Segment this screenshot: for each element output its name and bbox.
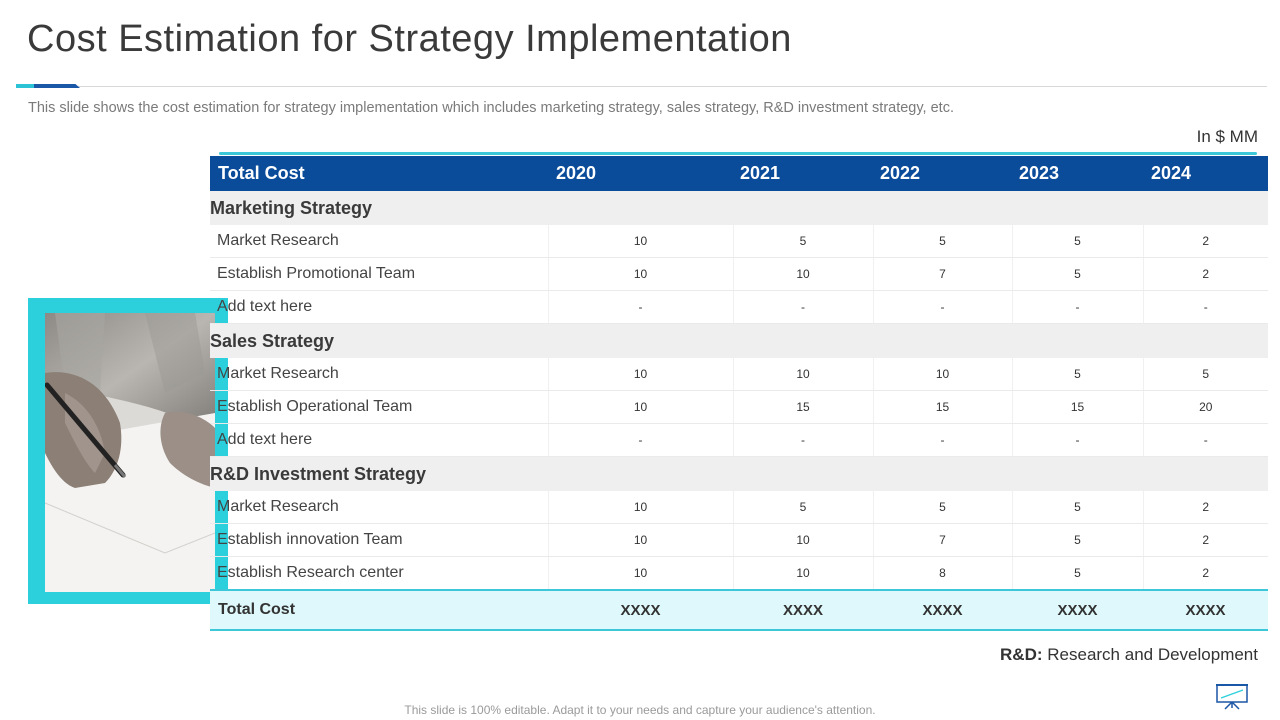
cost-cell-2021: 5	[732, 225, 873, 258]
cost-cell-2020: -	[547, 290, 733, 324]
cost-cell-2024: -	[1142, 290, 1268, 324]
cost-cell-2024: 2	[1142, 556, 1268, 591]
cost-cell-2024: -	[1142, 423, 1268, 457]
row-label: Establish Operational Team	[210, 390, 548, 424]
cost-cell-2022: 5	[872, 225, 1012, 258]
cost-cell-2024: 2	[1142, 225, 1268, 258]
cost-table: Total Cost 2020 2021 2022 2023 2024 Mark…	[210, 156, 1268, 631]
row-label: Establish Research center	[210, 556, 548, 591]
cost-cell-2022: -	[872, 423, 1012, 457]
table-header-row: Total Cost 2020 2021 2022 2023 2024	[210, 156, 1268, 191]
header-year-2024: 2024	[1143, 156, 1268, 191]
total-cell-2023: XXXX	[1012, 589, 1143, 631]
abbreviation-footnote: R&D: Research and Development	[1000, 645, 1258, 665]
section-title: Marketing Strategy	[210, 191, 1268, 225]
cost-cell-2020: 10	[547, 491, 733, 524]
header-total-cost: Total Cost	[210, 156, 548, 191]
cost-cell-2021: 10	[732, 556, 873, 591]
cost-cell-2021: 10	[732, 523, 873, 557]
cost-cell-2022: -	[872, 290, 1012, 324]
total-cell-2022: XXXX	[873, 589, 1012, 631]
row-label: Market Research	[210, 225, 548, 258]
cost-cell-2022: 5	[872, 491, 1012, 524]
cost-cell-2021: 5	[732, 491, 873, 524]
cost-cell-2020: 10	[547, 556, 733, 591]
cost-cell-2024: 5	[1142, 358, 1268, 391]
row-label: Market Research	[210, 358, 548, 391]
cost-cell-2020: 10	[547, 358, 733, 391]
header-year-2020: 2020	[548, 156, 733, 191]
table-row: Establish innovation Team 10 10 7 5 2	[210, 523, 1268, 557]
slide-description: This slide shows the cost estimation for…	[28, 100, 954, 116]
cost-cell-2022: 7	[872, 257, 1012, 291]
section-row-marketing-strategy: Marketing Strategy	[210, 191, 1268, 225]
cost-cell-2020: 10	[547, 523, 733, 557]
row-label: Establish Promotional Team	[210, 257, 548, 291]
cost-cell-2020: 10	[547, 257, 733, 291]
header-year-2021: 2021	[733, 156, 873, 191]
cost-cell-2024: 2	[1142, 257, 1268, 291]
title-accent-cyan	[16, 84, 34, 88]
section-title: Sales Strategy	[210, 323, 1268, 358]
cost-cell-2023: 5	[1011, 225, 1143, 258]
cost-cell-2020: 10	[547, 225, 733, 258]
footnote-abbr: R&D:	[1000, 645, 1043, 664]
cost-cell-2023: -	[1011, 290, 1143, 324]
row-label: Market Research	[210, 491, 548, 524]
cost-cell-2022: 8	[872, 556, 1012, 591]
section-row-r-d-investment-strategy: R&D Investment Strategy	[210, 456, 1268, 491]
row-label: Add text here	[210, 290, 548, 324]
table-row: Establish Operational Team 10 15 15 15 20	[210, 390, 1268, 424]
cost-cell-2024: 20	[1142, 390, 1268, 424]
table-row: Establish Promotional Team 10 10 7 5 2	[210, 257, 1268, 291]
total-row: Total Cost XXXX XXXX XXXX XXXX XXXX	[210, 589, 1268, 631]
header-year-2023: 2023	[1012, 156, 1143, 191]
cost-cell-2020: -	[547, 423, 733, 457]
cost-cell-2021: -	[732, 423, 873, 457]
cost-cell-2023: 5	[1011, 491, 1143, 524]
cost-cell-2021: 10	[732, 358, 873, 391]
row-label: Establish innovation Team	[210, 523, 548, 557]
row-label: Add text here	[210, 423, 548, 457]
units-label: In $ MM	[1196, 127, 1258, 146]
cost-cell-2022: 15	[872, 390, 1012, 424]
footnote-text: Research and Development	[1042, 645, 1258, 664]
total-cell-2021: XXXX	[733, 589, 873, 631]
cost-cell-2021: 15	[732, 390, 873, 424]
cost-cell-2023: 5	[1011, 358, 1143, 391]
table-row: Market Research 10 5 5 5 2	[210, 491, 1268, 524]
total-cell-2020: XXXX	[548, 589, 733, 631]
table-row: Market Research 10 5 5 5 2	[210, 225, 1268, 258]
table-row: Market Research 10 10 10 5 5	[210, 358, 1268, 391]
cost-cell-2021: 10	[732, 257, 873, 291]
cost-cell-2023: 15	[1011, 390, 1143, 424]
title-divider	[16, 86, 1267, 87]
cost-cell-2024: 2	[1142, 523, 1268, 557]
table-row: Add text here - - - - -	[210, 290, 1268, 324]
table-row: Establish Research center 10 10 8 5 2	[210, 556, 1268, 591]
total-cell-2024: XXXX	[1143, 589, 1268, 631]
cost-cell-2022: 7	[872, 523, 1012, 557]
presentation-board-icon	[1215, 682, 1249, 710]
cost-cell-2020: 10	[547, 390, 733, 424]
cost-cell-2023: 5	[1011, 556, 1143, 591]
section-row-sales-strategy: Sales Strategy	[210, 323, 1268, 358]
cost-cell-2021: -	[732, 290, 873, 324]
cost-cell-2023: 5	[1011, 257, 1143, 291]
cost-cell-2023: 5	[1011, 523, 1143, 557]
title-accent-blue	[34, 84, 80, 88]
total-label: Total Cost	[210, 589, 548, 631]
table-row: Add text here - - - - -	[210, 423, 1268, 457]
section-title: R&D Investment Strategy	[210, 456, 1268, 491]
signing-document-photo	[45, 313, 215, 592]
header-year-2022: 2022	[873, 156, 1012, 191]
page-title: Cost Estimation for Strategy Implementat…	[27, 18, 792, 60]
table-top-accent	[219, 152, 1257, 155]
editable-note: This slide is 100% editable. Adapt it to…	[404, 703, 876, 717]
cost-cell-2024: 2	[1142, 491, 1268, 524]
cost-cell-2023: -	[1011, 423, 1143, 457]
cost-cell-2022: 10	[872, 358, 1012, 391]
